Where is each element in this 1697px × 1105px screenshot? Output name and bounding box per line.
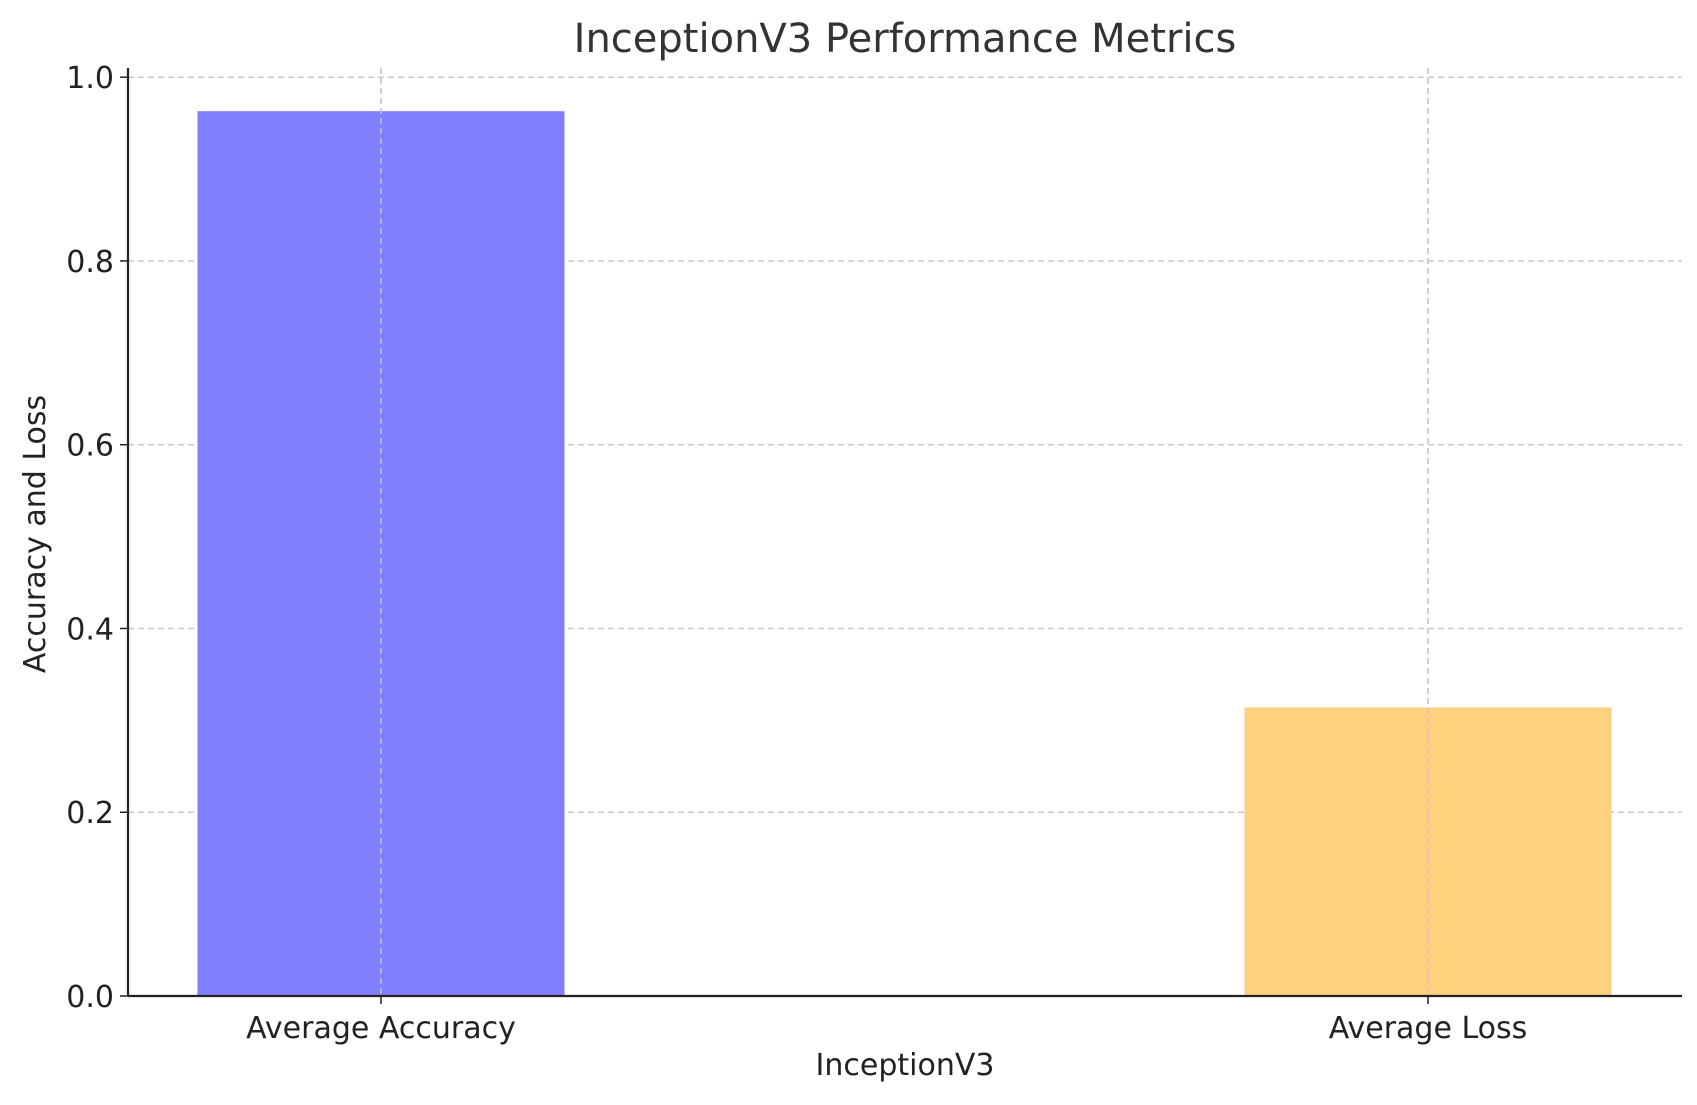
y-tick-label: 0.8 [66,245,114,280]
y-axis-label: Accuracy and Loss [18,395,53,673]
y-tick-label: 0.2 [66,796,114,831]
x-tick-label: Average Accuracy [246,1011,516,1046]
axes [120,68,1682,1004]
chart-title: InceptionV3 Performance Metrics [574,16,1237,62]
tick-labels: 0.0 0.2 0.4 0.6 0.8 1.0 Average Accuracy Averag… [66,61,1527,1046]
x-tick-label: Average Loss [1329,1011,1528,1046]
y-tick-label: 0.6 [66,429,114,464]
y-tick-label: 0.0 [66,980,114,1015]
bars [197,111,1612,997]
y-tick-label: 0.4 [66,612,114,647]
x-axis-label: InceptionV3 [816,1048,995,1083]
y-tick-label: 1.0 [66,61,114,96]
